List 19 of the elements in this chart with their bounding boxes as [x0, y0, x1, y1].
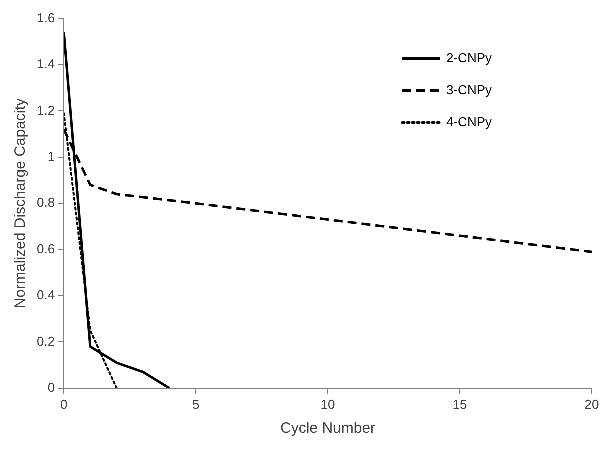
legend-label: 4-CNPy [446, 114, 492, 130]
y-tick-label: 0 [48, 380, 56, 395]
y-tick-label: 1 [48, 148, 56, 164]
y-tick-label: 0.6 [36, 241, 56, 256]
legend-label: 2-CNPy [446, 50, 492, 66]
y-tick-label: 1.6 [36, 10, 56, 26]
x-tick-label: 15 [452, 396, 468, 412]
y-tick-label: 0.4 [36, 288, 56, 303]
y-axis-title: Normalized Discharge Capacity [12, 98, 30, 309]
y-tick-label: 1.4 [36, 56, 56, 72]
x-tick-label: 10 [320, 396, 336, 412]
x-axis-title: Cycle Number [280, 420, 376, 438]
y-tick-label: 0.8 [36, 195, 56, 210]
y-tick-label: 1.2 [36, 102, 56, 118]
x-tick-label: 20 [584, 396, 600, 412]
x-tick-label: 0 [60, 396, 68, 412]
x-tick-label: 5 [192, 396, 200, 412]
legend-label: 3-CNPy [446, 82, 492, 98]
y-tick-label: 0.2 [36, 334, 56, 349]
